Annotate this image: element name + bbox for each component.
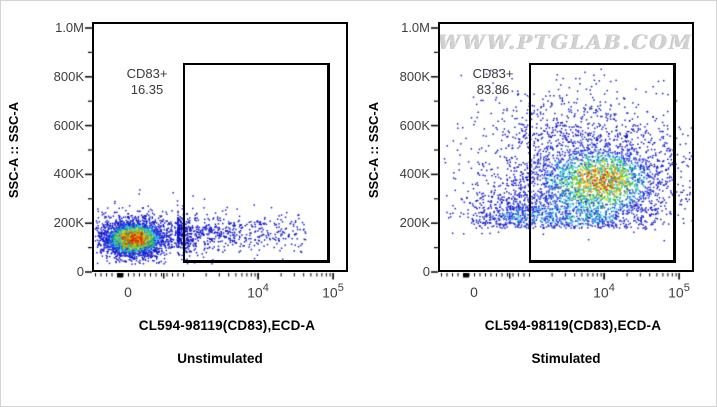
gate-percent: 83.86	[476, 82, 510, 97]
y-tick-label: 600K	[53, 117, 84, 133]
y-axis-label: SSC-A :: SSC-A	[6, 101, 21, 199]
x-axis-label: CL594-98119(CD83),ECD-A	[138, 318, 316, 333]
y-tick-label: 800K	[53, 68, 84, 84]
x-tick-1e4: 104	[593, 282, 615, 301]
y-tick-label: 200K	[53, 215, 84, 231]
y-tick-label: 0	[422, 264, 430, 279]
gate-name: CD83+	[472, 66, 514, 81]
x-tick-1e4: 104	[247, 282, 269, 301]
y-tick-label: 400K	[53, 166, 84, 182]
y-axis-label: SSC-A :: SSC-A	[366, 101, 381, 199]
gate-percent: 16.35	[130, 82, 164, 97]
gate-label: CD83+ 16.35	[116, 66, 178, 98]
gate-label: CD83+ 83.86	[462, 66, 524, 98]
y-tick-label: 400K	[399, 166, 430, 182]
x-tick-1e5: 105	[322, 282, 344, 301]
plot-frame	[438, 22, 694, 272]
x-tick-zero: 0	[124, 284, 132, 300]
x-axis-label: CL594-98119(CD83),ECD-A	[484, 318, 662, 333]
panel-title: Stimulated	[531, 351, 601, 366]
y-tick-label: 1.0M	[401, 20, 430, 35]
x-tick-zero: 0	[470, 284, 478, 300]
y-tick-label: 1.0M	[55, 20, 84, 35]
x-tick-1e5: 105	[668, 282, 690, 301]
gate-rect	[183, 63, 330, 263]
gate-name: CD83+	[126, 66, 168, 81]
panel-title: Unstimulated	[177, 351, 263, 366]
y-tick-label: 800K	[399, 68, 430, 84]
gate-rect	[529, 63, 676, 263]
plot-frame	[92, 22, 348, 272]
y-tick-label: 0	[76, 264, 84, 279]
y-tick-label: 200K	[399, 215, 430, 231]
watermark: WWW.PTGLAB.COM	[438, 30, 694, 54]
y-tick-label: 600K	[399, 117, 430, 133]
